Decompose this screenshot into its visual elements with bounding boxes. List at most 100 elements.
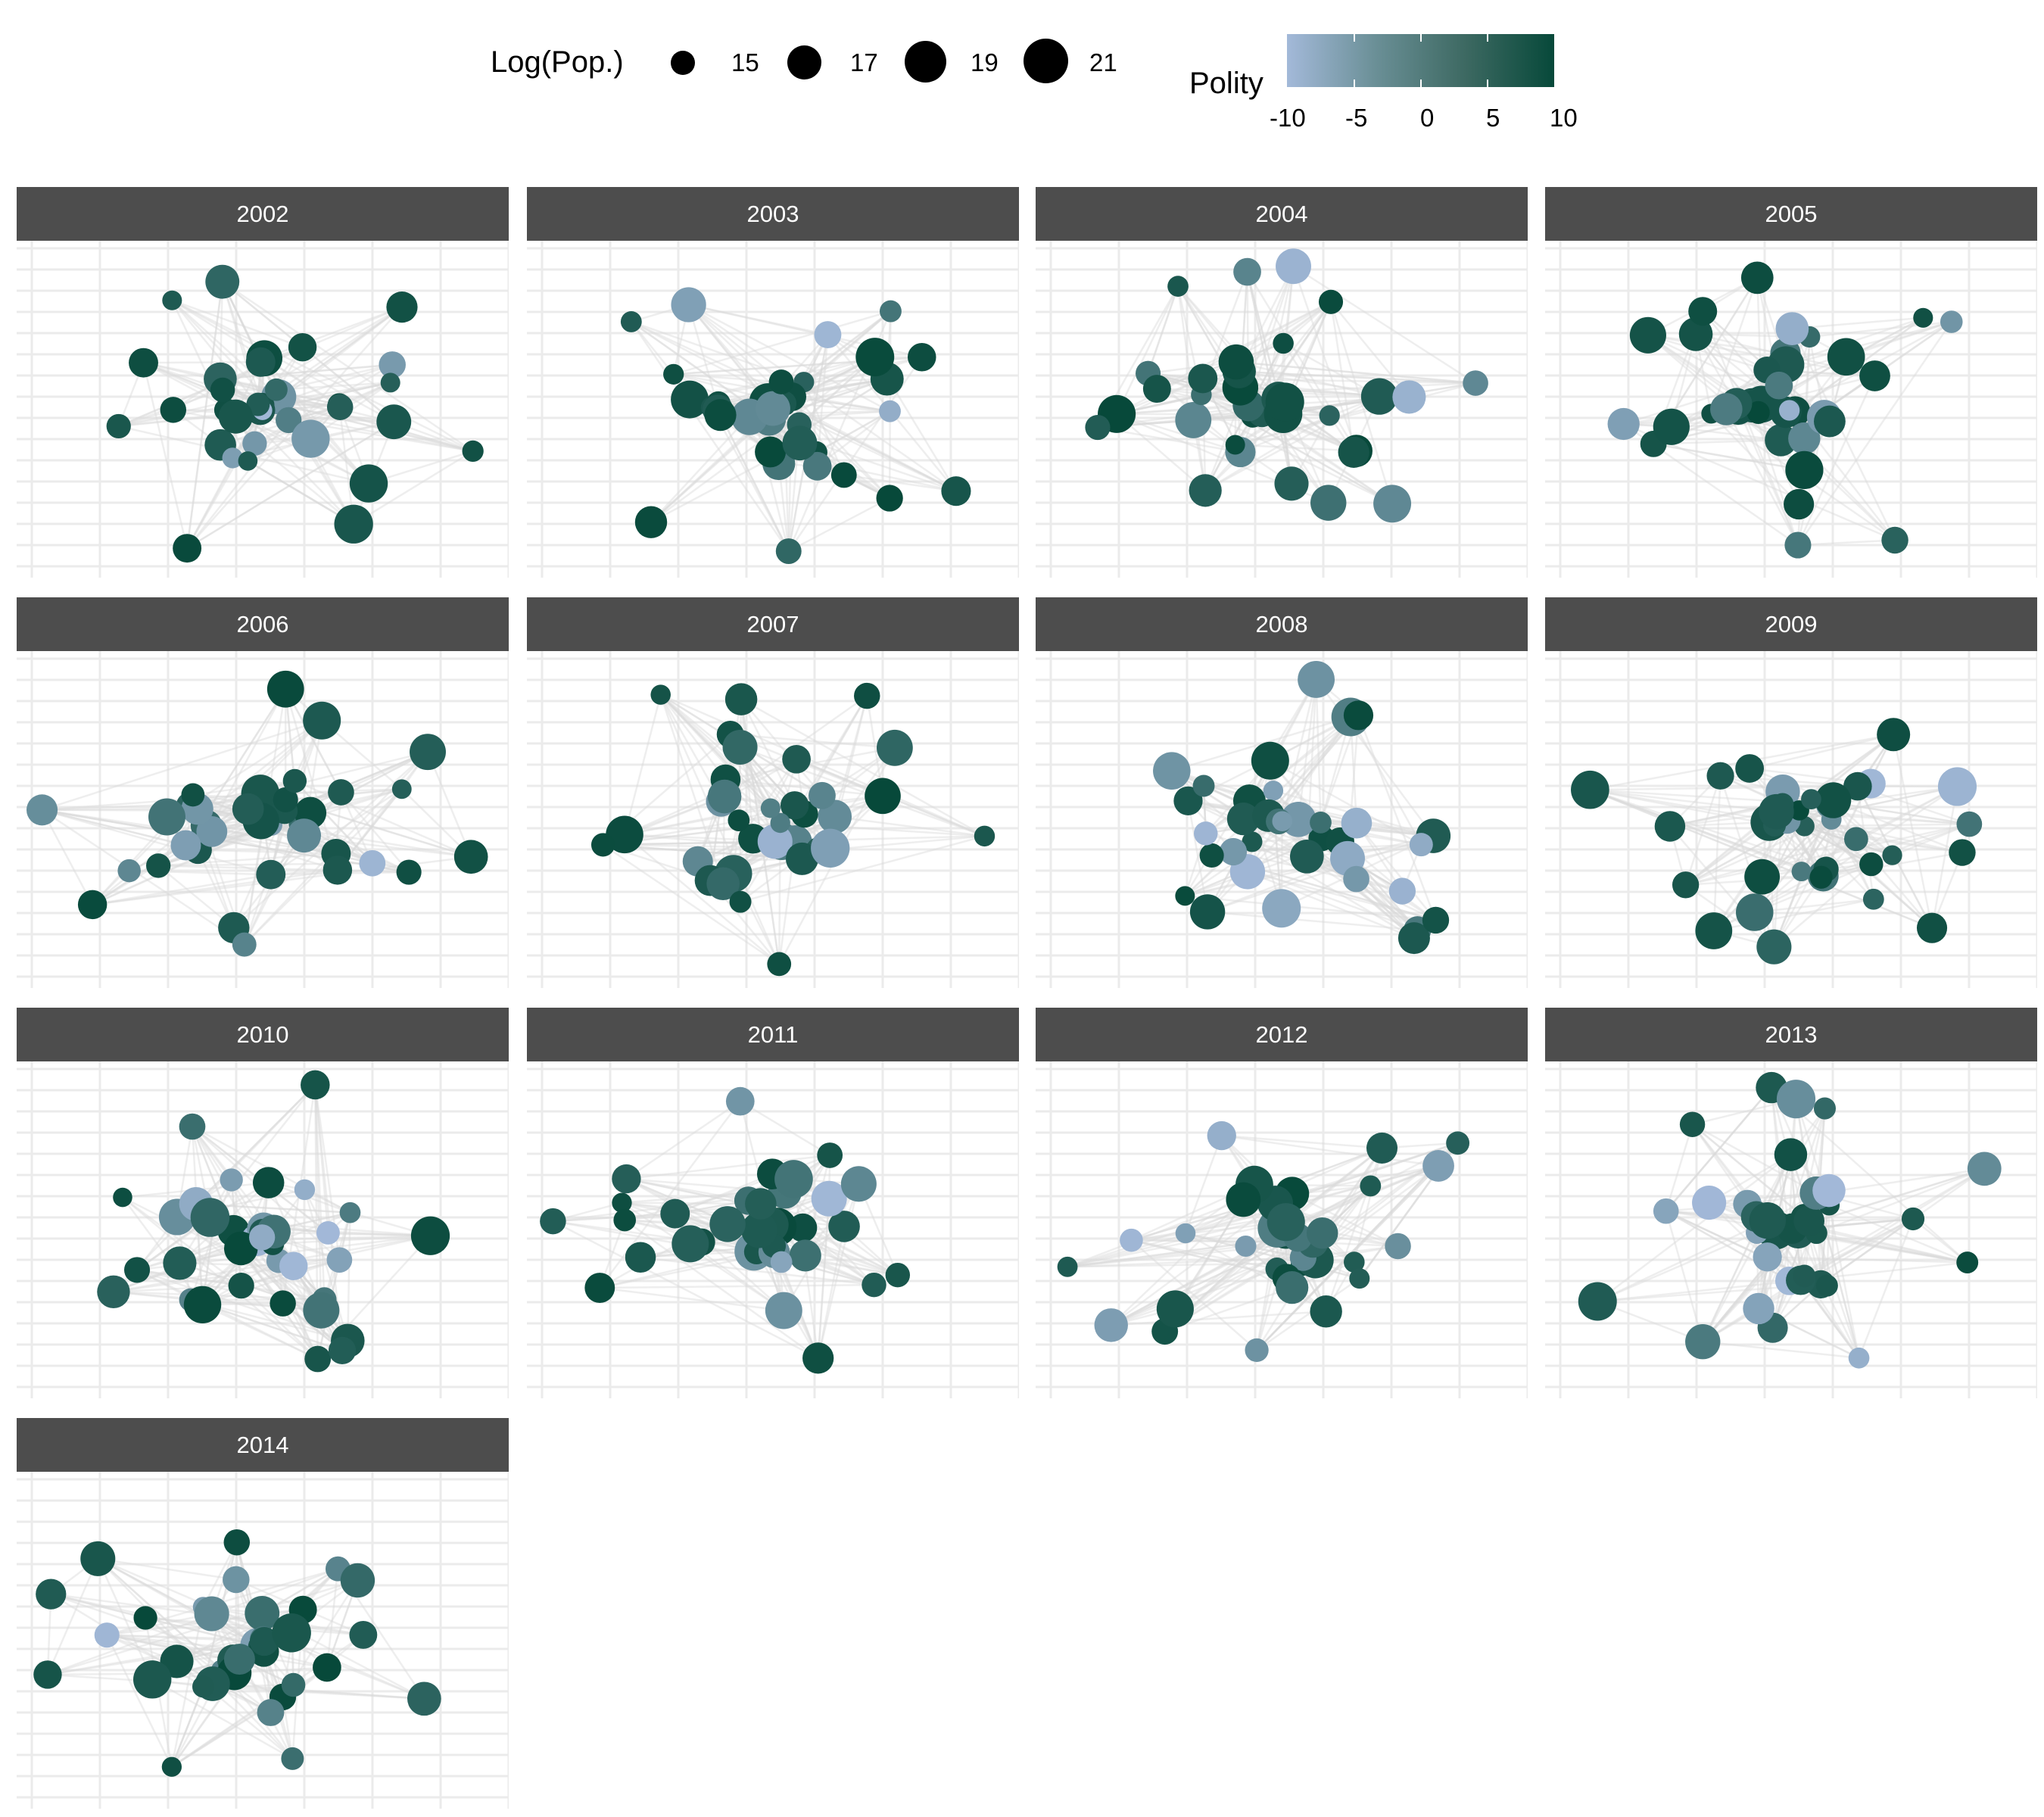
network-edge	[151, 1678, 293, 1759]
network-edge	[1803, 1217, 1914, 1277]
country-node	[287, 818, 322, 853]
network-edge	[790, 396, 845, 476]
network-edge	[1248, 678, 1317, 802]
network-edge	[273, 1235, 431, 1245]
network-edge	[1251, 840, 1415, 940]
country-node	[817, 1142, 843, 1168]
country-node	[1319, 405, 1340, 426]
network-edge	[106, 1635, 173, 1768]
network-edge	[817, 1198, 830, 1358]
network-edge	[42, 793, 260, 812]
country-node	[1793, 1264, 1816, 1288]
country-node	[1859, 360, 1890, 391]
country-node	[584, 1273, 615, 1303]
country-node	[1193, 821, 1218, 846]
network-edge	[1110, 1198, 1245, 1326]
facet-strip-label: 2007	[527, 597, 1019, 651]
country-node	[33, 1660, 62, 1689]
country-node	[1306, 1217, 1338, 1249]
country-node	[612, 1192, 632, 1213]
country-node	[218, 399, 253, 434]
country-node	[620, 311, 642, 332]
network-edge	[97, 1557, 223, 1672]
country-node	[1949, 839, 1976, 866]
country-node	[1913, 307, 1933, 328]
network-edge	[1207, 834, 1434, 913]
network-edge	[122, 1196, 319, 1360]
network-edge	[1185, 1142, 1458, 1235]
country-node	[1940, 310, 1963, 333]
country-node	[173, 534, 202, 563]
network-edge	[1246, 271, 1282, 404]
network-edge	[833, 695, 868, 818]
country-node	[1815, 782, 1852, 818]
network-edge	[1131, 1217, 1273, 1242]
country-node	[780, 791, 809, 820]
country-node	[242, 431, 267, 456]
country-node	[133, 1606, 157, 1630]
network-edge	[314, 1084, 322, 1311]
network-edge	[1221, 1134, 1382, 1149]
network-edge	[1235, 444, 1357, 452]
network-edge	[625, 1100, 741, 1180]
country-node	[340, 1563, 375, 1598]
network-edge	[1590, 788, 1777, 813]
network-edge	[143, 360, 261, 364]
network-edge	[122, 1196, 326, 1301]
network-edge	[304, 1189, 349, 1342]
network-edge	[189, 719, 322, 807]
network-edge	[1756, 277, 1763, 405]
size-legend-dot-15	[671, 51, 695, 75]
country-node	[181, 783, 205, 807]
network-edge	[659, 693, 820, 851]
network-edge	[624, 1219, 819, 1359]
network-edge	[98, 1557, 237, 1581]
country-node	[757, 824, 793, 859]
country-node	[1207, 1120, 1236, 1151]
network-edge	[347, 1212, 351, 1341]
country-node	[1759, 793, 1794, 830]
network-edge	[788, 497, 890, 553]
network-edge	[1282, 342, 1380, 397]
network-edge	[659, 693, 771, 809]
facet-2002: 2002	[17, 187, 509, 578]
network-edge	[426, 751, 472, 858]
country-node	[281, 1747, 304, 1770]
country-node	[288, 332, 317, 362]
country-node	[291, 419, 330, 458]
facet-strip-label: 2011	[527, 1008, 1019, 1061]
network-edge	[220, 363, 393, 380]
network-edge	[1067, 1256, 1304, 1268]
country-node	[1848, 1347, 1870, 1369]
country-node	[328, 1336, 357, 1364]
country-node	[391, 779, 412, 799]
country-node	[1360, 1175, 1382, 1197]
country-node	[671, 380, 709, 419]
country-node	[1756, 929, 1792, 965]
country-node	[1744, 859, 1781, 895]
country-node	[606, 815, 643, 854]
network-edge	[1589, 789, 1827, 871]
network-edge	[278, 396, 473, 453]
country-node	[1273, 332, 1294, 354]
network-edge	[1653, 443, 1805, 472]
network-edge	[1665, 1210, 1805, 1277]
country-node	[728, 809, 750, 831]
country-node	[755, 436, 787, 468]
country-node	[663, 363, 684, 385]
network-edge	[1329, 301, 1355, 453]
network-edge	[1164, 1286, 1293, 1332]
network-edge	[186, 421, 394, 550]
country-node	[1341, 807, 1373, 839]
country-node	[26, 794, 58, 826]
country-node	[1409, 833, 1433, 857]
network-edge	[1184, 1135, 1223, 1234]
country-node	[163, 1246, 197, 1280]
network-edge	[1292, 266, 1357, 451]
network-edge	[145, 1617, 272, 1714]
network-edge	[92, 824, 273, 906]
country-node	[161, 1756, 182, 1777]
network-edge	[1684, 884, 1775, 948]
country-node	[36, 1579, 67, 1610]
country-node	[774, 1160, 813, 1198]
